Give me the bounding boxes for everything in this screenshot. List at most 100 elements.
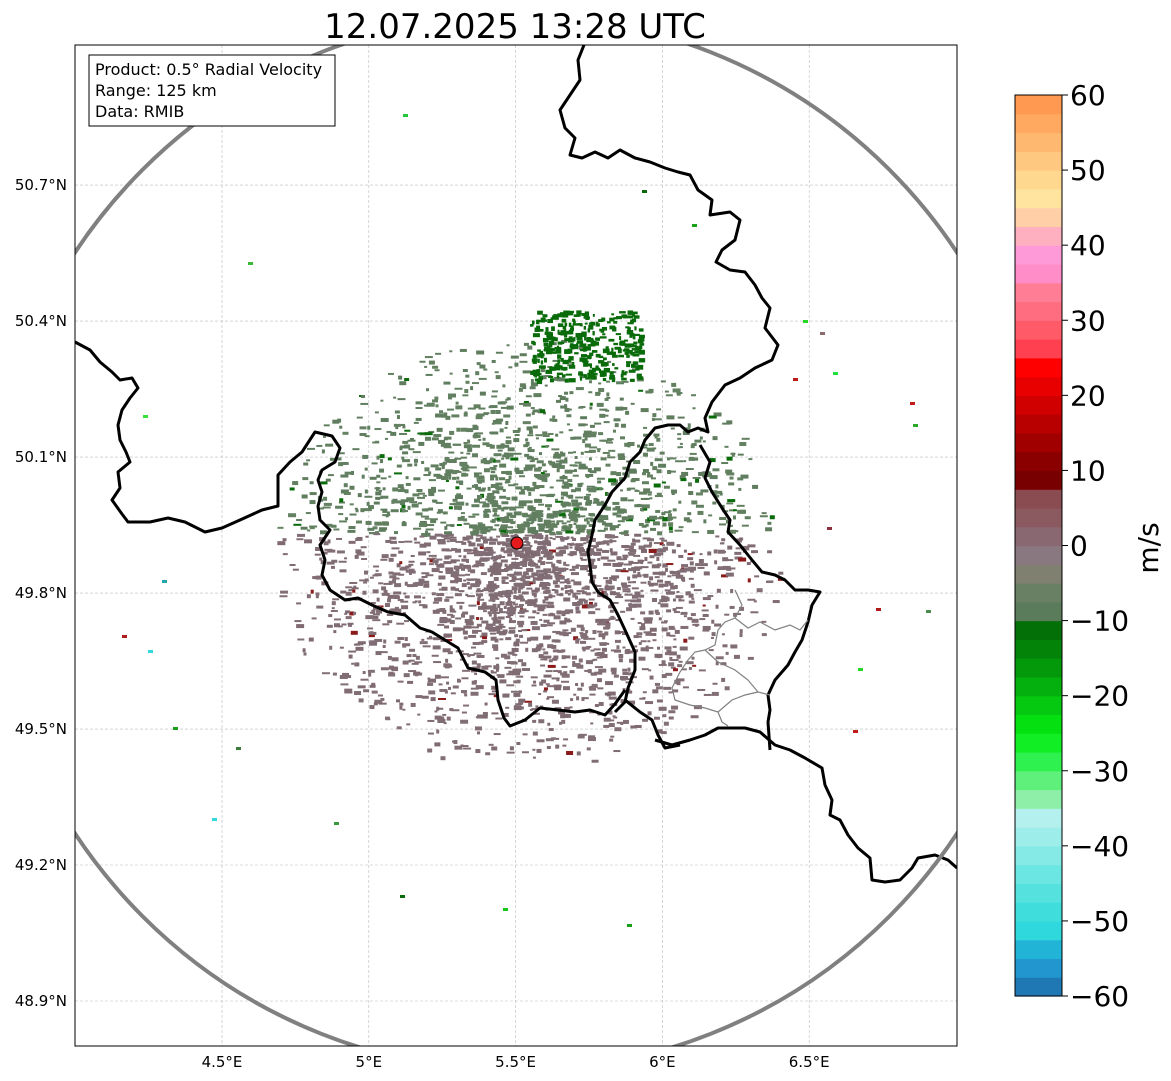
echo-pixel bbox=[445, 533, 454, 537]
echo-pixel bbox=[556, 593, 561, 596]
echo-pixel bbox=[507, 553, 513, 557]
echo-pixel bbox=[535, 434, 543, 437]
echo-pixel bbox=[396, 415, 400, 420]
echo-pixel bbox=[630, 725, 637, 729]
echo-pixel bbox=[337, 625, 343, 628]
echo-pixel bbox=[713, 412, 722, 417]
echo-pixel bbox=[538, 328, 544, 332]
echo-pixel bbox=[547, 571, 556, 574]
echo-pixel bbox=[465, 573, 471, 576]
echo-pixel bbox=[459, 563, 464, 567]
echo-pixel bbox=[508, 670, 516, 675]
echo-pixel bbox=[598, 432, 604, 436]
echo-pixel bbox=[511, 586, 518, 591]
echo-pixel bbox=[491, 617, 496, 620]
echo-pixel bbox=[462, 653, 469, 656]
echo-pixel bbox=[490, 671, 497, 674]
echo-pixel bbox=[557, 354, 562, 359]
echo-pixel bbox=[575, 638, 581, 641]
echo-pixel bbox=[547, 696, 555, 699]
echo-pixel bbox=[711, 632, 716, 637]
echo-pixel bbox=[355, 538, 359, 542]
echo-pixel bbox=[426, 637, 433, 640]
map-area[interactable] bbox=[0, 15, 1044, 1071]
echo-pixel bbox=[446, 716, 451, 721]
echo-pixel bbox=[481, 715, 488, 719]
echo-pixel bbox=[568, 632, 572, 635]
echo-pixel bbox=[566, 578, 570, 582]
echo-pixel bbox=[607, 360, 612, 363]
echo-pixel bbox=[726, 456, 733, 461]
radar-site-marker[interactable] bbox=[510, 536, 524, 550]
echo-pixel bbox=[304, 539, 313, 544]
echo-pixel bbox=[376, 481, 381, 484]
echo-pixel bbox=[534, 587, 540, 592]
echo-pixel bbox=[526, 637, 531, 642]
echo-pixel bbox=[559, 568, 564, 573]
echo-pixel bbox=[575, 531, 581, 535]
echo-pixel bbox=[712, 468, 720, 472]
echo-pixel bbox=[350, 630, 358, 635]
echo-pixel bbox=[472, 444, 481, 448]
echo-pixel bbox=[477, 731, 481, 735]
echo-pixel bbox=[708, 415, 717, 419]
echo-pixel bbox=[348, 540, 356, 544]
echo-pixel bbox=[394, 583, 402, 588]
echo-pixel bbox=[371, 609, 376, 614]
echo-pixel bbox=[501, 501, 509, 505]
echo-pixel bbox=[653, 552, 661, 557]
echo-pixel bbox=[669, 571, 678, 575]
latitude-ticks: 48.9°N49.2°N49.5°N49.8°N50.1°N50.4°N50.7… bbox=[15, 176, 67, 1010]
echo-pixel bbox=[541, 375, 547, 380]
echo-pixel bbox=[537, 576, 546, 580]
colorbar-segment bbox=[1015, 320, 1062, 340]
echo-pixel bbox=[504, 655, 511, 660]
echo-pixel bbox=[555, 535, 564, 538]
echo-pixel bbox=[557, 711, 565, 715]
echo-pixel bbox=[593, 648, 601, 651]
echo-pixel bbox=[428, 471, 432, 475]
echo-pixel bbox=[630, 599, 639, 603]
echo-pixel bbox=[568, 329, 574, 335]
echo-pixel bbox=[724, 445, 729, 448]
echo-pixel bbox=[404, 581, 408, 586]
echo-pixel bbox=[456, 678, 460, 683]
echo-pixel bbox=[495, 375, 501, 380]
echo-pixel bbox=[500, 548, 505, 552]
echo-pixel bbox=[488, 580, 495, 585]
echo-pixel bbox=[545, 524, 554, 529]
echo-pixel bbox=[400, 487, 405, 490]
echo-pixel bbox=[481, 523, 485, 528]
echo-pixel bbox=[642, 537, 651, 540]
echo-pixel bbox=[538, 545, 543, 548]
echo-pixel bbox=[471, 504, 480, 508]
echo-pixel bbox=[431, 568, 440, 573]
echo-pixel bbox=[531, 572, 539, 577]
echo-pixel bbox=[716, 588, 721, 593]
echo-pixel bbox=[655, 686, 663, 690]
echo-pixel bbox=[595, 365, 599, 369]
echo-pixel bbox=[664, 652, 671, 656]
echo-pixel bbox=[444, 525, 448, 530]
echo-pixel bbox=[399, 567, 408, 571]
echo-pixel bbox=[434, 674, 441, 679]
echo-pixel bbox=[579, 406, 586, 409]
echo-pixel bbox=[641, 504, 650, 509]
echo-pixel bbox=[619, 336, 622, 341]
echo-pixel bbox=[589, 566, 597, 569]
echo-pixel bbox=[611, 351, 616, 356]
echo-pixel bbox=[439, 688, 448, 692]
echo-pixel bbox=[656, 656, 661, 659]
lat-tick-label: 50.4°N bbox=[15, 312, 67, 330]
echo-pixel bbox=[551, 337, 558, 342]
echo-pixel bbox=[587, 604, 594, 609]
echo-pixel bbox=[551, 589, 556, 592]
regional-borders bbox=[671, 589, 809, 727]
echo-pixel bbox=[627, 581, 636, 584]
echo-pixel bbox=[726, 567, 732, 571]
echo-pixel bbox=[555, 363, 560, 366]
echo-pixel bbox=[629, 468, 637, 471]
echo-pixel bbox=[662, 714, 667, 718]
echo-pixel bbox=[480, 572, 487, 576]
echo-pixel bbox=[739, 442, 747, 447]
